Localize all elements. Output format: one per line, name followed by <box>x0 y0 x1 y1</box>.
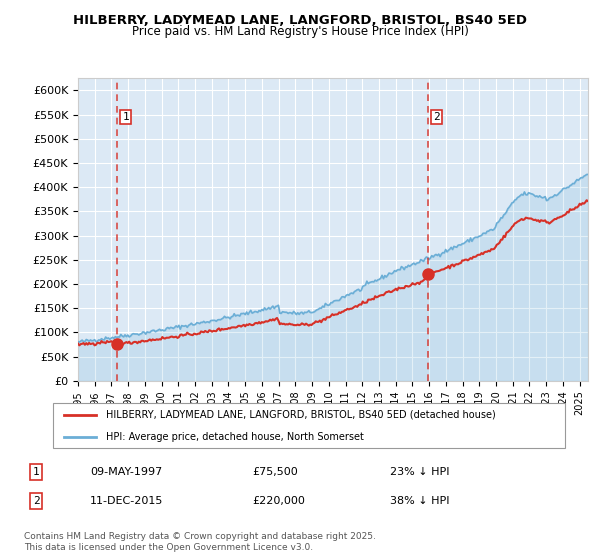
Text: 11-DEC-2015: 11-DEC-2015 <box>90 496 163 506</box>
FancyBboxPatch shape <box>53 403 565 448</box>
Text: 1: 1 <box>32 467 40 477</box>
Text: Contains HM Land Registry data © Crown copyright and database right 2025.
This d: Contains HM Land Registry data © Crown c… <box>24 532 376 552</box>
Text: £75,500: £75,500 <box>252 467 298 477</box>
Text: 1: 1 <box>122 112 129 122</box>
Text: HILBERRY, LADYMEAD LANE, LANGFORD, BRISTOL, BS40 5ED (detached house): HILBERRY, LADYMEAD LANE, LANGFORD, BRIST… <box>106 409 496 419</box>
Text: 2: 2 <box>433 112 440 122</box>
Text: 09-MAY-1997: 09-MAY-1997 <box>90 467 162 477</box>
Text: HILBERRY, LADYMEAD LANE, LANGFORD, BRISTOL, BS40 5ED: HILBERRY, LADYMEAD LANE, LANGFORD, BRIST… <box>73 14 527 27</box>
Text: HPI: Average price, detached house, North Somerset: HPI: Average price, detached house, Nort… <box>106 432 364 442</box>
Text: Price paid vs. HM Land Registry's House Price Index (HPI): Price paid vs. HM Land Registry's House … <box>131 25 469 38</box>
Text: 38% ↓ HPI: 38% ↓ HPI <box>390 496 449 506</box>
Text: 23% ↓ HPI: 23% ↓ HPI <box>390 467 449 477</box>
Text: £220,000: £220,000 <box>252 496 305 506</box>
Text: 2: 2 <box>32 496 40 506</box>
